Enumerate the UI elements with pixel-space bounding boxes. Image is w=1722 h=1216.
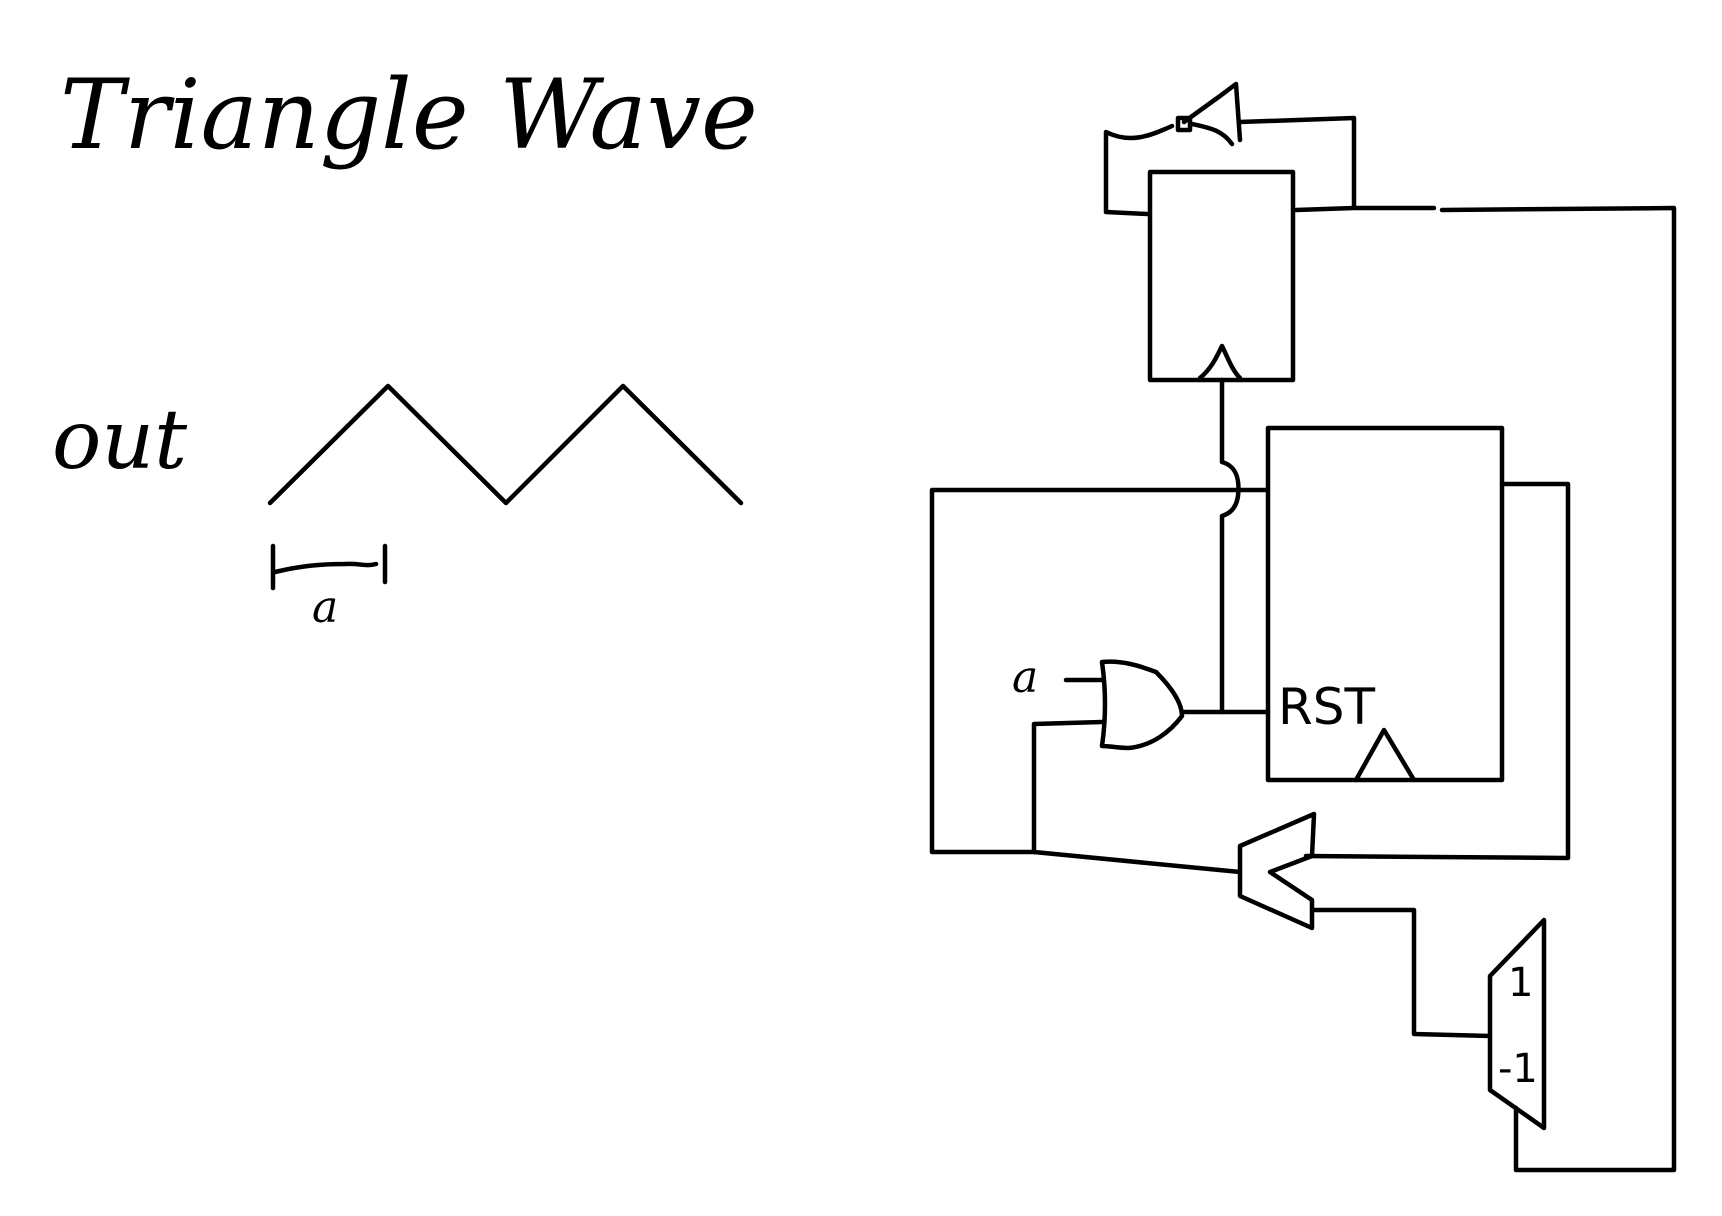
clock-wire: [1219, 377, 1241, 715]
counter-register: [1265, 425, 1505, 783]
output-bus-wire: [1293, 205, 1677, 1173]
diagram-title: Triangle Wave: [60, 59, 758, 171]
adder-block: [1031, 811, 1493, 1039]
left-feedback-wire: [929, 487, 1269, 855]
output-register: [1147, 169, 1296, 383]
or-gate: [1031, 659, 1269, 855]
period-label: a: [312, 582, 338, 633]
gate-input-label: a: [1012, 652, 1038, 703]
reset-label: RST: [1278, 678, 1375, 736]
triangle-waveform: [267, 383, 744, 506]
constant-one-label: 1: [1508, 960, 1533, 1006]
constant-minus-one-label: -1: [1498, 1046, 1538, 1092]
constant-mux: [1487, 917, 1547, 1131]
right-feedback-wire: [1303, 481, 1571, 861]
period-marker: [270, 543, 388, 591]
register-feedback-wire: [1103, 81, 1357, 217]
waveform-signal-label: out: [52, 393, 188, 488]
